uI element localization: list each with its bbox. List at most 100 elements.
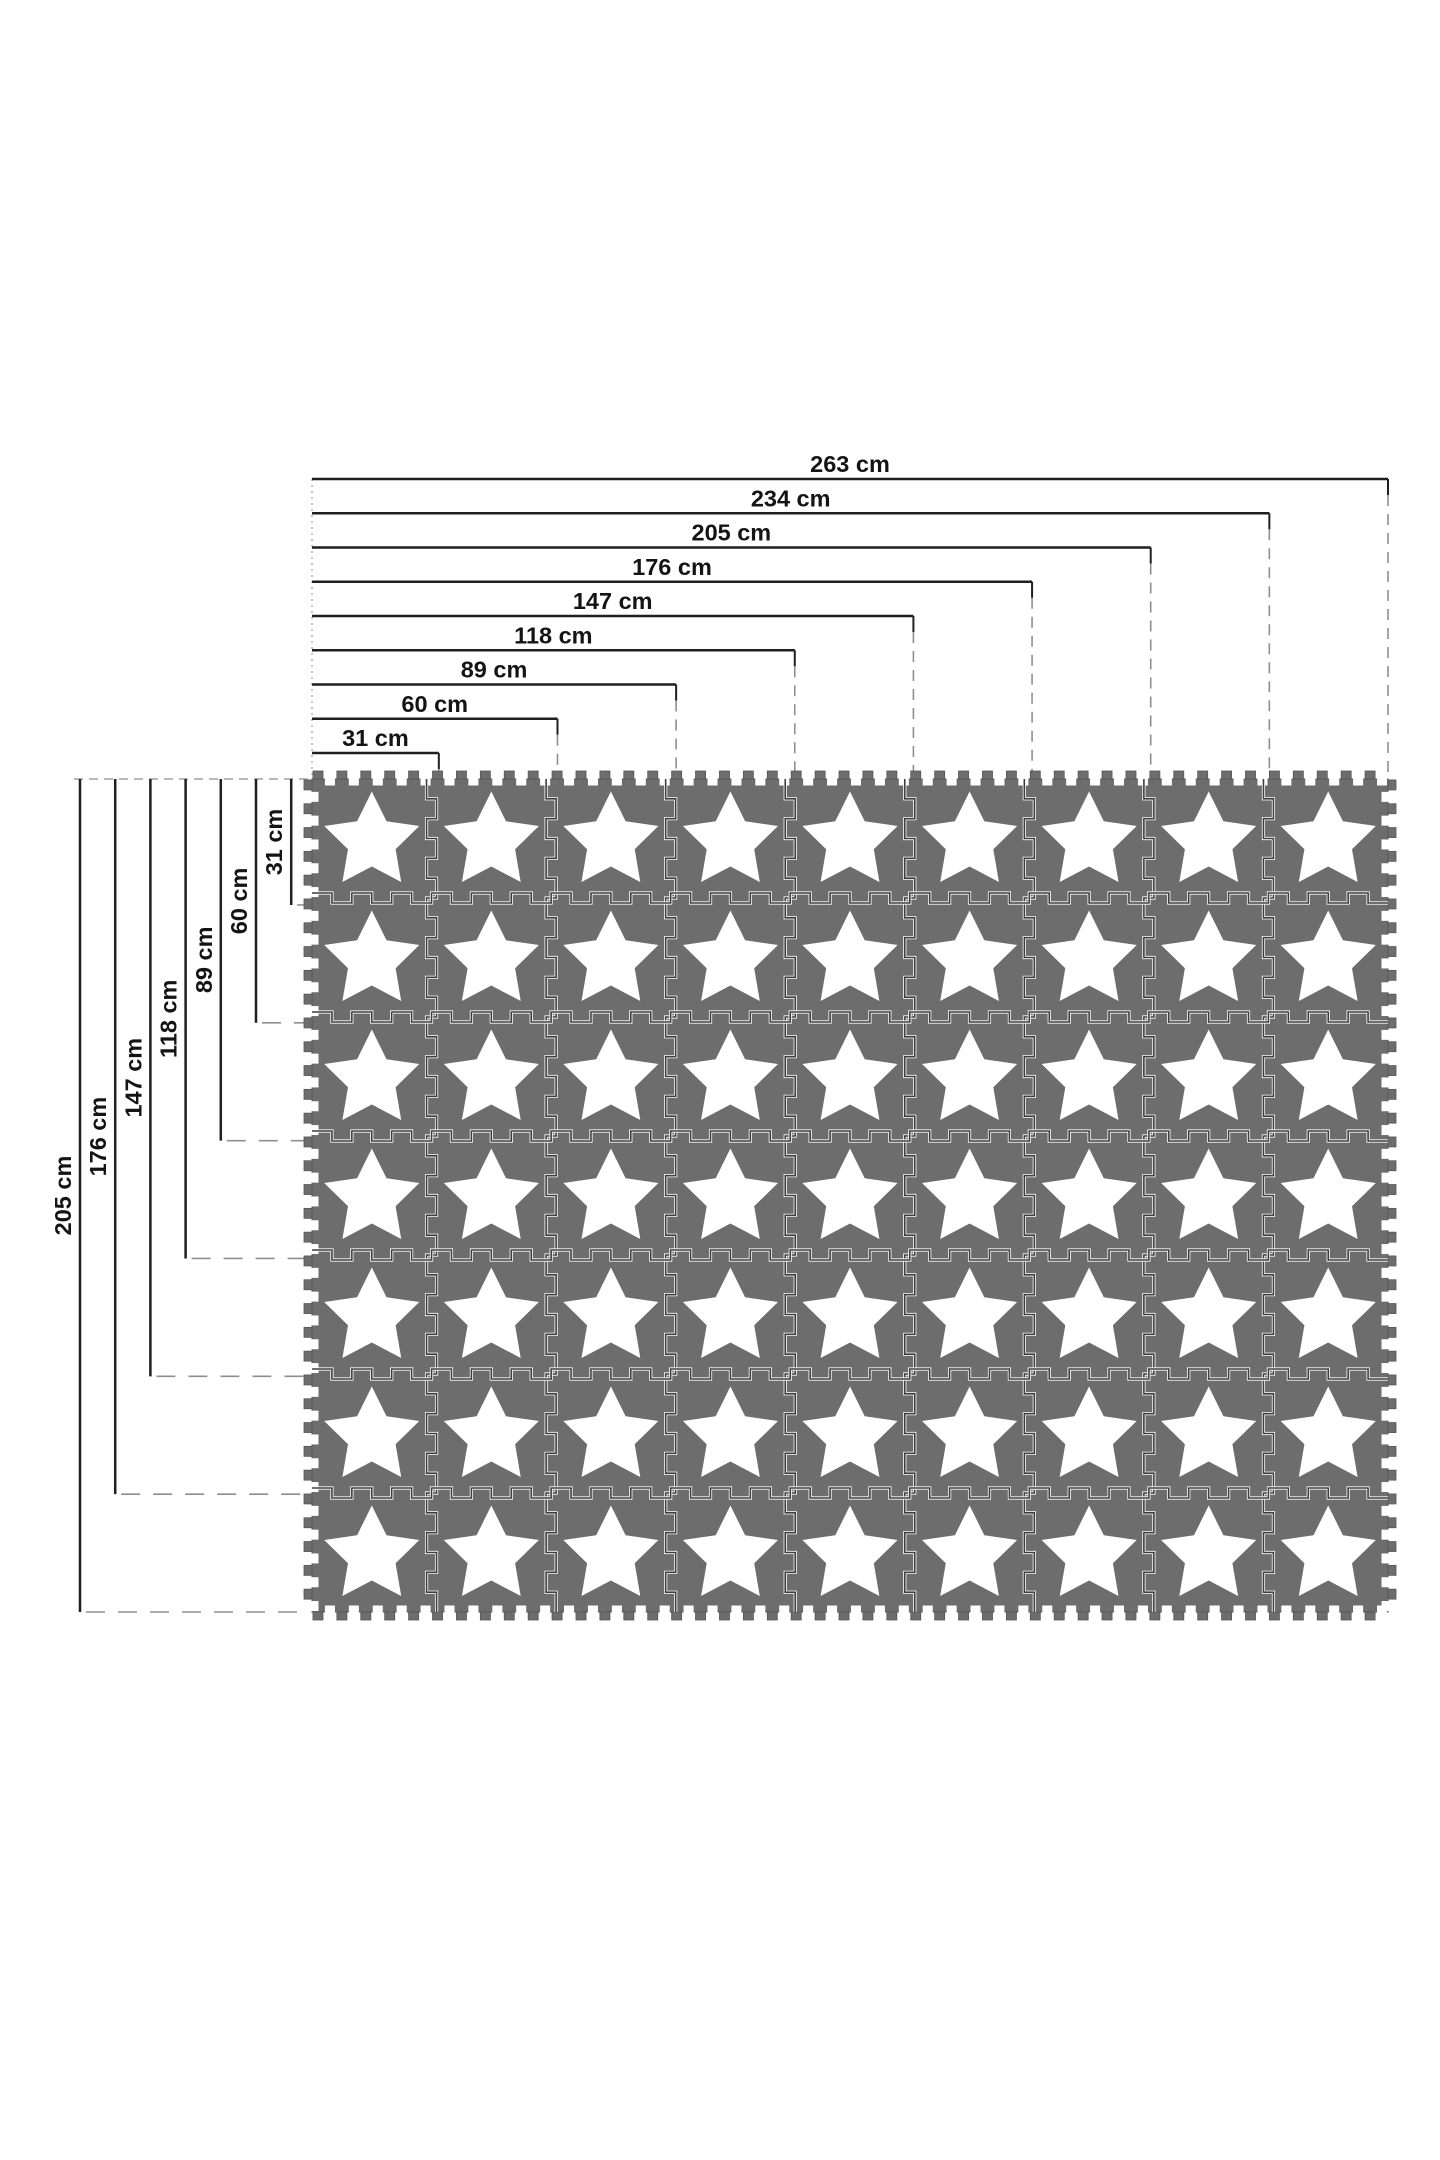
mat-edge-notch: [1381, 1172, 1389, 1183]
mat-edge-notch: [1381, 887, 1389, 898]
mat-edge-notch: [731, 1605, 742, 1613]
star-icon: [1280, 1505, 1376, 1596]
star-icon: [1280, 910, 1376, 1001]
mat-edge-tab: [1387, 969, 1397, 981]
mat-edge-tab: [527, 770, 539, 780]
mat-edge-tab: [303, 874, 313, 886]
mat-edge-notch: [311, 1029, 319, 1040]
mat-edge-notch: [372, 1605, 383, 1613]
mat-edge-notch: [1381, 1315, 1389, 1326]
mat-edge-notch: [1209, 778, 1220, 786]
mat-edge-notch: [1137, 1605, 1148, 1613]
mat-edge-notch: [468, 1605, 479, 1613]
mat-edge-notch: [1042, 778, 1053, 786]
mat-edge-notch: [1381, 934, 1389, 945]
mat-edge-tab: [303, 1374, 313, 1386]
mat-edge-notch: [311, 1172, 319, 1183]
mat-edge-tab: [360, 1611, 372, 1621]
mat-edge-notch: [1381, 1505, 1389, 1516]
mat-edge-notch: [1381, 1529, 1389, 1540]
mat-edge-notch: [1257, 1605, 1268, 1613]
star-icon: [922, 1029, 1018, 1120]
top-dimension-label: 263 cm: [810, 451, 890, 477]
mat-edge-notch: [850, 1605, 861, 1613]
top-dimension-label: 147 cm: [573, 588, 653, 614]
mat-edge-tab: [1245, 770, 1256, 780]
mat-edge-tab: [303, 922, 313, 934]
mat-edge-tab: [1387, 993, 1397, 1005]
mat-edge-notch: [970, 778, 981, 786]
top-dimension-label: 31 cm: [342, 725, 409, 751]
left-dimension-label: 147 cm: [120, 1038, 146, 1118]
star-icon: [1041, 1267, 1137, 1358]
mat-edge-notch: [1353, 778, 1364, 786]
mat-edge-notch: [922, 1605, 933, 1613]
mat-edge-notch: [1381, 1458, 1389, 1469]
mat-edge-tab: [1005, 1611, 1017, 1621]
mat-edge-notch: [827, 1605, 838, 1613]
mat-edge-notch: [635, 778, 646, 786]
mat-edge-notch: [444, 1605, 455, 1613]
mat-edge-tab: [599, 770, 611, 780]
mat-edge-tab: [1387, 1112, 1397, 1124]
star-icon: [922, 1386, 1018, 1477]
mat-edge-notch: [1329, 778, 1340, 786]
star-icon: [1280, 791, 1376, 882]
star-icon: [1161, 1029, 1257, 1120]
mat-edge-notch: [1090, 778, 1101, 786]
mat-edge-notch: [1381, 1029, 1389, 1040]
left-dimension-label: 205 cm: [50, 1156, 76, 1236]
mat-edge-tab: [303, 1469, 313, 1481]
left-dimension-label: 31 cm: [261, 809, 287, 876]
mat-edge-notch: [492, 1605, 503, 1613]
mat-edge-tab: [303, 1207, 313, 1219]
star-icon: [682, 1267, 778, 1358]
mat-edge-notch: [311, 1339, 319, 1350]
mat-edge-notch: [1066, 778, 1077, 786]
mat-edge-notch: [311, 1101, 319, 1112]
mat-edge-notch: [311, 958, 319, 969]
mat-edge-notch: [1113, 778, 1125, 786]
star-icon: [324, 1148, 420, 1239]
mat-edge-notch: [1381, 1053, 1389, 1064]
mat-edge-notch: [827, 778, 838, 786]
mat-edge-notch: [1305, 778, 1316, 786]
mat-edge-tab: [1387, 1588, 1397, 1600]
mat-edge-tab: [838, 1611, 850, 1621]
mat-edge-tab: [1387, 1231, 1397, 1243]
top-dimension-label: 60 cm: [401, 691, 468, 717]
mat-edge-tab: [910, 1611, 922, 1621]
mat-edge-tab: [312, 770, 324, 780]
star-icon: [802, 1029, 898, 1120]
mat-edge-notch: [683, 1605, 694, 1613]
mat-edge-notch: [311, 1529, 319, 1540]
mat-edge-tab: [1387, 1469, 1397, 1481]
star-icon: [682, 1029, 778, 1120]
mat-seam: [545, 779, 557, 1612]
mat-edge-tab: [1340, 770, 1352, 780]
mat-seam: [1143, 779, 1155, 1612]
mat-edge-notch: [540, 1605, 551, 1613]
mat-edge-tab: [1387, 1541, 1397, 1552]
mat-edge-tab: [1387, 874, 1397, 886]
mat-edge-notch: [311, 1077, 319, 1088]
guide-lines: [74, 479, 1389, 1613]
mat-edge-tab: [1387, 1041, 1397, 1053]
star-icon: [922, 1505, 1018, 1596]
mat-edge-tab: [695, 770, 706, 780]
mat-edge-notch: [1018, 1605, 1029, 1613]
mat-edge-notch: [946, 778, 957, 786]
mat-edge-tab: [1387, 1493, 1397, 1505]
mat-seam: [784, 779, 797, 1612]
star-icon: [922, 1267, 1018, 1358]
mat-edge-notch: [420, 1605, 431, 1613]
mat-edge-tab: [303, 1065, 313, 1076]
mat-edge-tab: [303, 898, 313, 910]
mat-edge-tab: [503, 770, 515, 780]
mat-edge-notch: [1381, 1220, 1389, 1231]
mat-edge-tab: [1387, 1088, 1397, 1100]
mat-edge-tab: [303, 1350, 313, 1362]
mat-edge-notch: [659, 1605, 670, 1613]
mat-edge-notch: [311, 863, 319, 874]
mat-edge-tab: [303, 1160, 313, 1172]
